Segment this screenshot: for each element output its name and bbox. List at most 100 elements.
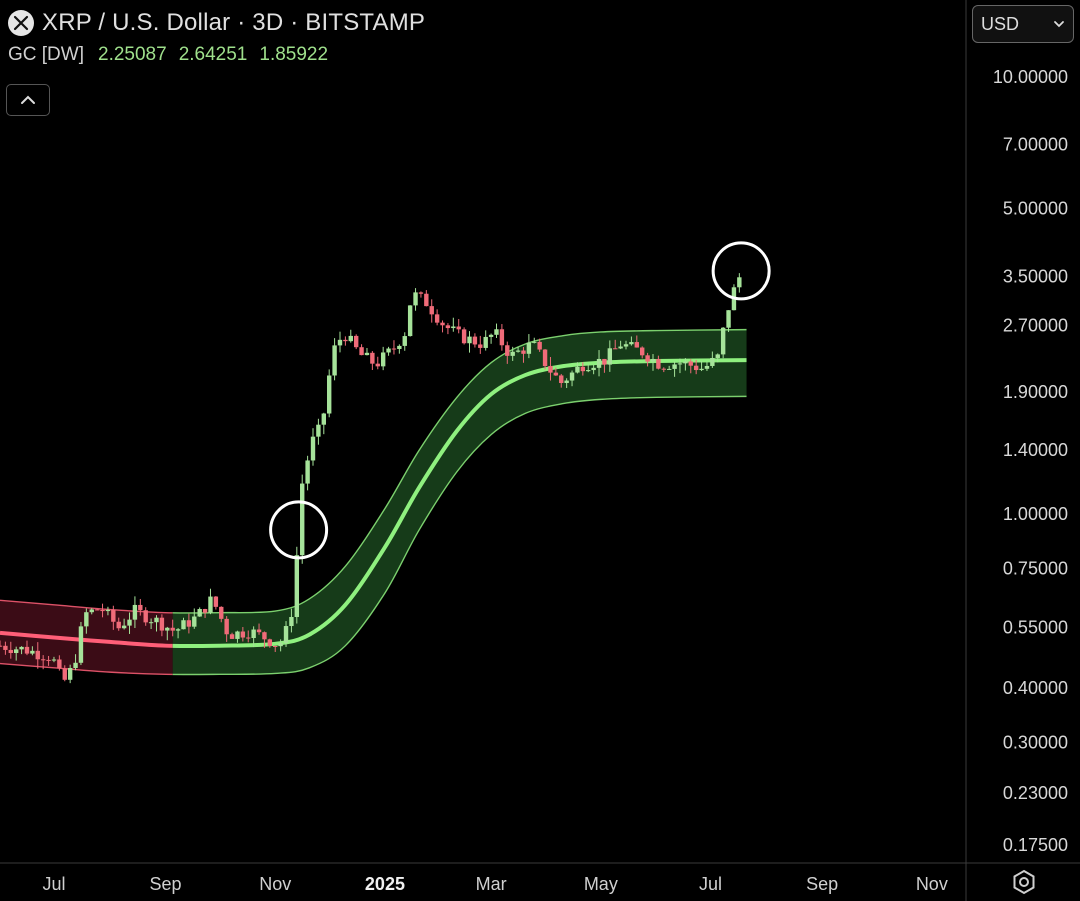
- candle: [461, 327, 467, 345]
- candle-body: [24, 646, 30, 654]
- candle-body: [693, 365, 699, 371]
- settings-button[interactable]: [1010, 868, 1038, 896]
- y-tick-label: 0.30000: [1003, 733, 1068, 753]
- x-tick-label: Jul: [699, 874, 722, 894]
- candle: [0, 640, 3, 647]
- candle-body: [505, 345, 510, 356]
- candle-body: [375, 363, 380, 367]
- currency-selector[interactable]: USD: [972, 5, 1074, 43]
- y-tick-label: 7.00000: [1003, 135, 1068, 155]
- y-tick-label: 3.50000: [1003, 266, 1068, 286]
- candle: [348, 329, 353, 343]
- candle-body: [688, 361, 693, 366]
- candle: [186, 613, 192, 634]
- candle: [650, 354, 656, 371]
- candle-body: [278, 642, 283, 647]
- candle-body: [0, 645, 3, 647]
- candle: [693, 359, 699, 375]
- candle: [424, 290, 429, 307]
- collapse-legend-button[interactable]: [6, 84, 50, 116]
- candle-body: [402, 336, 407, 346]
- candle-body: [380, 352, 386, 367]
- candle-body: [407, 305, 413, 337]
- candle: [596, 350, 602, 377]
- candle-body: [564, 380, 569, 384]
- candle-body: [456, 326, 461, 330]
- candle-body: [666, 368, 672, 370]
- candle-body: [596, 358, 602, 368]
- candle-body: [154, 617, 159, 623]
- candle: [575, 362, 580, 374]
- candle: [294, 546, 300, 624]
- candle-body: [19, 646, 24, 650]
- candle-body: [553, 372, 559, 376]
- x-tick-label: Sep: [806, 874, 838, 894]
- candle-body: [111, 609, 116, 622]
- candle-body: [434, 314, 440, 323]
- x-tick-label: Nov: [916, 874, 948, 894]
- candle: [478, 335, 483, 354]
- candle: [359, 344, 364, 356]
- candle-body: [364, 352, 370, 356]
- candle: [699, 360, 704, 372]
- candle-body: [521, 350, 526, 354]
- y-tick-label: 10.00000: [993, 67, 1068, 87]
- candle: [175, 628, 181, 639]
- candle: [672, 361, 677, 377]
- candle-body: [116, 621, 121, 629]
- candle-body: [8, 649, 13, 654]
- candle: [548, 356, 553, 381]
- candle-body: [499, 329, 505, 346]
- candle-body: [100, 610, 105, 612]
- candle: [661, 367, 666, 373]
- candle-body: [629, 342, 634, 345]
- candle: [499, 324, 505, 351]
- candle: [418, 291, 424, 298]
- candle: [564, 378, 569, 389]
- candle-body: [165, 627, 170, 631]
- candle-body: [424, 293, 429, 307]
- candle: [19, 646, 24, 655]
- candle-body: [537, 341, 542, 350]
- candle-body: [488, 334, 494, 337]
- candle-body: [580, 366, 586, 372]
- candle-body: [251, 629, 256, 639]
- candle-body: [175, 629, 181, 631]
- candle: [413, 288, 418, 311]
- candle-body: [483, 336, 488, 348]
- candle-body: [348, 335, 353, 342]
- candle: [569, 370, 575, 387]
- candle-body: [472, 336, 478, 345]
- y-tick-label: 0.75000: [1003, 559, 1068, 579]
- candle-body: [46, 659, 51, 661]
- candle-body: [289, 617, 294, 627]
- candle-body: [715, 354, 720, 358]
- candle: [618, 340, 623, 350]
- candle: [380, 346, 386, 371]
- candle: [623, 340, 629, 350]
- candle: [726, 310, 731, 333]
- candle-body: [3, 645, 8, 650]
- candle: [192, 608, 197, 629]
- candle-body: [305, 460, 310, 484]
- candle-body: [656, 358, 661, 369]
- indicator-name[interactable]: GC [DW]: [8, 44, 84, 65]
- candle: [429, 299, 434, 323]
- candle: [289, 608, 294, 633]
- candle: [332, 338, 337, 381]
- candle-body: [192, 616, 197, 627]
- candle-body: [461, 329, 467, 344]
- xrp-x-icon[interactable]: [8, 10, 34, 36]
- candle-body: [445, 325, 451, 329]
- candle: [440, 320, 445, 333]
- candle: [704, 362, 710, 371]
- candle-body: [235, 631, 240, 639]
- candle: [715, 353, 720, 363]
- candle-body: [569, 372, 575, 381]
- candle-body: [224, 618, 229, 635]
- candle: [8, 641, 13, 659]
- candle: [51, 656, 57, 663]
- candle: [235, 630, 240, 643]
- candle: [720, 327, 726, 359]
